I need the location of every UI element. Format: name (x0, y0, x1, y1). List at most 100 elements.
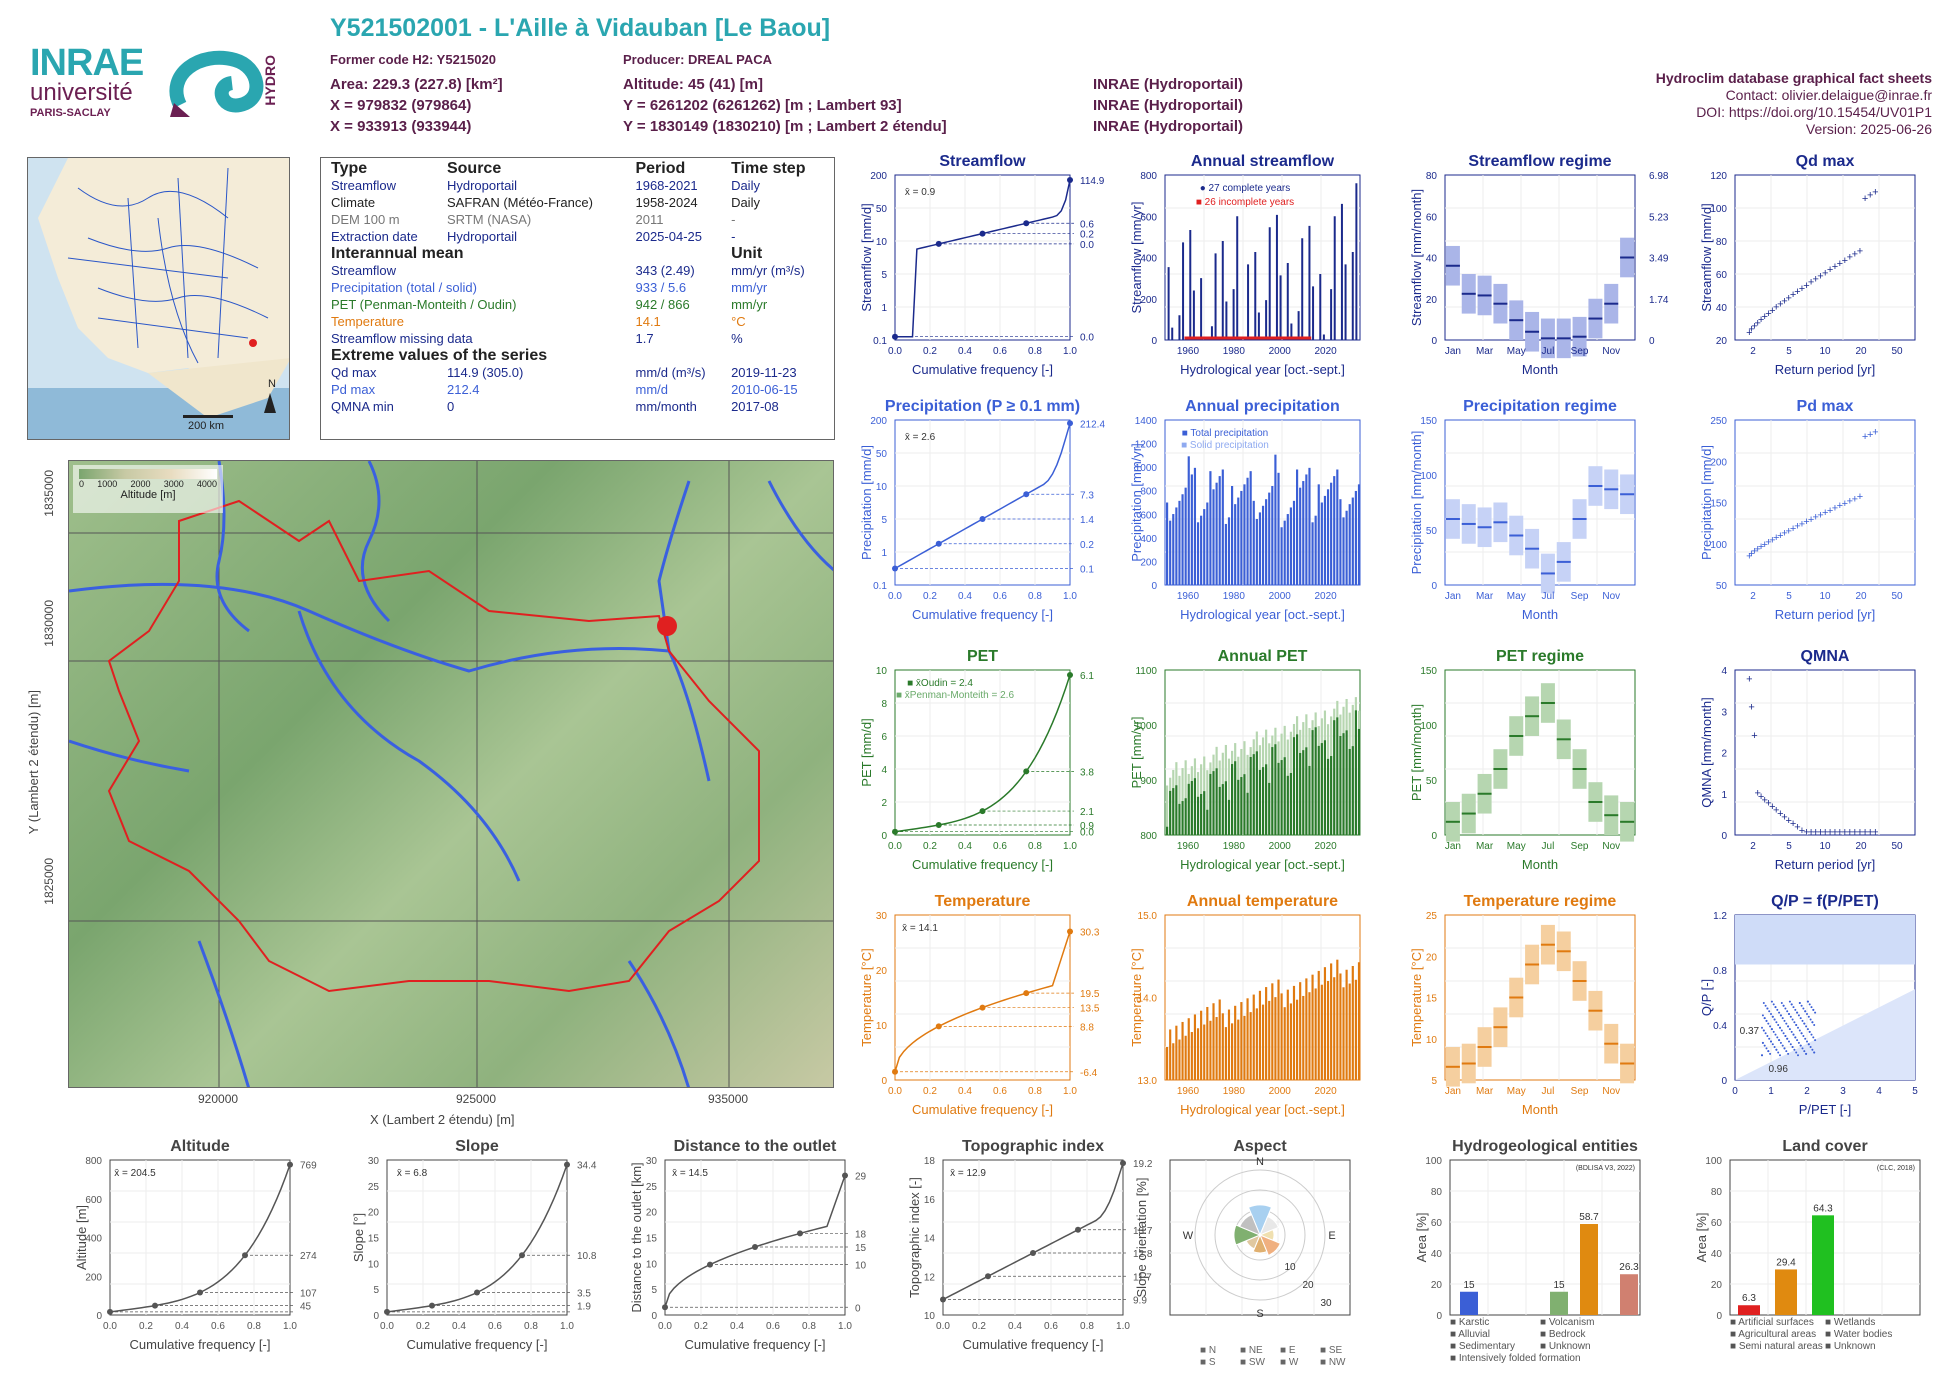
bar (1326, 758, 1330, 835)
x-tick: 1.0 (1063, 1086, 1077, 1097)
bar (1209, 773, 1212, 835)
y-tick: 2 (881, 798, 887, 809)
x-tick: 1960 (1177, 841, 1200, 852)
scatter-point (1784, 1007, 1787, 1010)
compass-label: N (1256, 1156, 1264, 1168)
y-tick: 1000 (1135, 463, 1158, 474)
x-tick: 0 (1732, 1086, 1738, 1097)
return-period-point: + (1857, 245, 1863, 257)
scatter-point (1765, 1019, 1768, 1022)
scatter-point (1797, 1054, 1799, 1057)
bar (1175, 785, 1178, 835)
scatter-point (1766, 1007, 1769, 1010)
plot-frame (664, 1159, 846, 1316)
y-tick: 100 (1425, 1156, 1442, 1167)
x-tick: 0.8 (1028, 841, 1042, 852)
return-period-point: + (1777, 299, 1783, 311)
x-axis-label: Cumulative frequency [-] (685, 1337, 826, 1352)
chart-title: Altitude (170, 1138, 230, 1155)
scatter-point (1774, 1033, 1777, 1036)
doi[interactable]: DOI: https://doi.org/10.15454/UV01P1 (1696, 104, 1932, 120)
y-tick: 20 (1431, 1280, 1443, 1291)
return-period-point: + (1754, 543, 1760, 555)
legend-item: ■ Bedrock (1540, 1329, 1587, 1340)
x-tick: 0.8 (524, 1321, 538, 1332)
bar (1255, 519, 1258, 585)
y-tick: 0 (1721, 1076, 1727, 1087)
x-tick: 0.8 (1028, 591, 1042, 602)
bar (1187, 456, 1190, 585)
y-axis-label: Topographic index [-] (907, 1177, 922, 1298)
scatter-point (1768, 1010, 1771, 1013)
plot-frame (1164, 174, 1361, 341)
y-tick: 1 (881, 548, 887, 559)
bar (1234, 504, 1237, 585)
y-tick: 80 (1426, 171, 1438, 182)
quantile-value: 8.8 (1080, 1022, 1094, 1033)
scatter-point (1792, 1033, 1795, 1036)
scatter-point (1794, 1008, 1797, 1011)
scatter-point (1811, 1048, 1814, 1051)
y-tick: 0 (881, 831, 887, 842)
return-period-point: + (1822, 267, 1828, 279)
scatter-point (1766, 1035, 1769, 1037)
scatter-point (1761, 1054, 1763, 1057)
x-lambert93: X = 979832 (979864) (330, 97, 472, 114)
x-tick: Sep (1571, 591, 1589, 602)
former-code: Former code H2: Y5215020 (330, 52, 496, 67)
return-period-point: + (1786, 292, 1792, 304)
bar (1175, 507, 1178, 585)
bar (1187, 1018, 1190, 1080)
y-tick: 50 (1426, 776, 1438, 787)
bar (1227, 1009, 1231, 1080)
bar (1308, 765, 1311, 835)
x-tick: 0.6 (993, 1086, 1007, 1097)
scale-bar (183, 415, 233, 418)
x-tick: 0.4 (958, 346, 972, 357)
bar (1169, 790, 1172, 835)
plot-frame (894, 669, 1071, 836)
y-axis-label: Precipitation [mm/month] (1409, 431, 1424, 575)
bar (1339, 499, 1342, 585)
bar (1354, 979, 1357, 1080)
return-period-point: + (1817, 509, 1823, 521)
x-tick: 0.0 (888, 591, 902, 602)
x-tick: 2 (1750, 591, 1756, 602)
legend-item: ● 27 complete years (1200, 183, 1291, 194)
return-period-point: + (1773, 302, 1779, 314)
y-tick: 20 (1426, 295, 1438, 306)
scatter-point (1810, 1006, 1813, 1009)
bar (1320, 743, 1323, 835)
contact[interactable]: Contact: olivier.delaigue@inrae.fr (1725, 87, 1932, 103)
x-tick: Nov (1602, 841, 1620, 852)
chart-svg: Hydrological year [oct.-sept.] Streamflow… (1129, 171, 1361, 377)
scatter-point (1791, 1046, 1794, 1048)
legend-title: Altitude [m] (120, 489, 176, 501)
bar (1289, 507, 1292, 585)
scatter-point (1767, 1050, 1770, 1053)
y-axis-label: Precipitation [mm/yr] (1129, 443, 1144, 561)
bar (1246, 792, 1249, 835)
bar (1196, 796, 1200, 835)
scatter-point (1807, 1043, 1810, 1046)
scatter-point (1805, 1052, 1808, 1055)
x-tick: 20 (1855, 346, 1867, 357)
mean-unit: °C (731, 314, 746, 329)
plot-frame (1444, 914, 1636, 1081)
bar (1255, 1008, 1258, 1080)
y-tick: 50 (1426, 526, 1438, 537)
x-tick: Nov (1602, 346, 1620, 357)
quantile-value: 9.9 (1133, 1296, 1147, 1307)
x-tick: May (1507, 841, 1526, 852)
scatter-point (1788, 1040, 1790, 1043)
chart-title: PET regime (1495, 648, 1585, 665)
bar (1274, 997, 1277, 1080)
x-tick: 2020 (1314, 591, 1337, 602)
x-tick: 0.4 (958, 1086, 972, 1097)
x-tick: 2000 (1269, 346, 1292, 357)
y-tick: 25 (1426, 911, 1438, 922)
chart-title: Annual PET (1217, 648, 1308, 665)
y-tick: 800 (1140, 831, 1157, 842)
y-tick: 100 (1420, 721, 1437, 732)
scatter-point (1802, 1007, 1805, 1010)
